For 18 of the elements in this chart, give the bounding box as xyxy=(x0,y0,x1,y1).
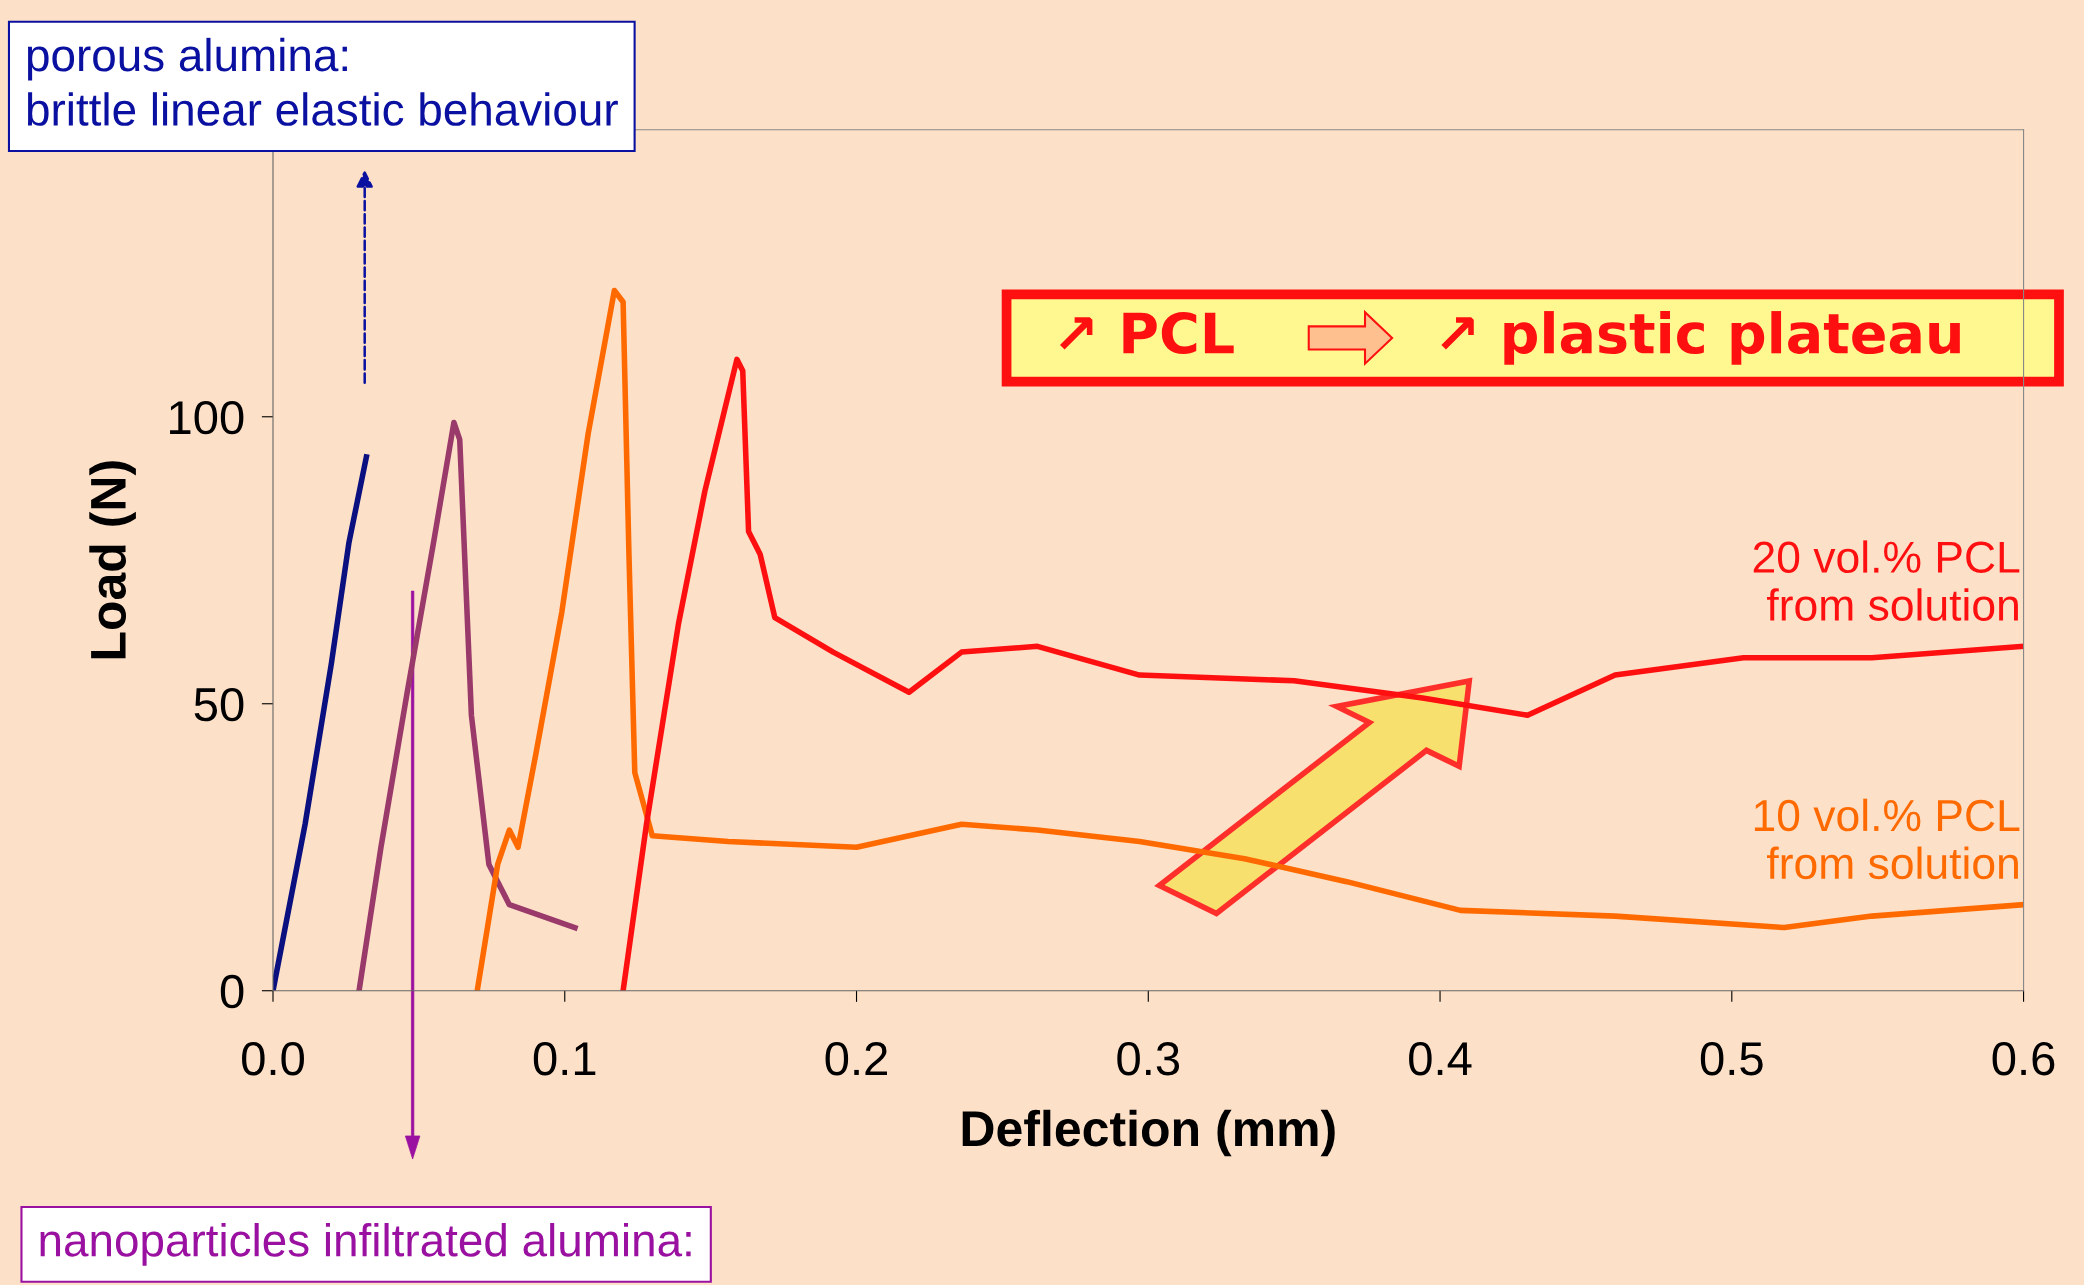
y-tick-label: 0 xyxy=(220,974,244,1009)
series-label: 20 vol.% PCL from solution xyxy=(1753,540,2020,621)
series-label: 10 vol.% PCL from solution xyxy=(1754,798,2020,880)
x-tick-label: 0.6 xyxy=(1992,1041,2055,1076)
x-tick-label: 0.3 xyxy=(1117,1041,1180,1076)
text: porous alumina: brittle linear elastic behaviour xyxy=(27,37,618,126)
x-axis-title: Deflection (mm) xyxy=(962,1109,1335,1157)
y-tick-label: 50 xyxy=(194,687,244,722)
text: nanoparticles infiltrated alumina: xyxy=(40,1223,691,1266)
annotation: ↗ PCL xyxy=(1059,312,1234,355)
x-tick-label: 0.1 xyxy=(533,1041,596,1076)
x-tick-label: 0.2 xyxy=(825,1041,887,1076)
annotation: ↗ plastic plateau xyxy=(1441,311,1960,365)
x-tick-label: 0.5 xyxy=(1700,1041,1763,1076)
x-tick-label: 0.4 xyxy=(1409,1041,1472,1076)
x-tick-label: 0.0 xyxy=(242,1041,304,1076)
y-axis-title: Load (N) xyxy=(89,461,136,659)
y-tick-label: 100 xyxy=(170,400,244,435)
